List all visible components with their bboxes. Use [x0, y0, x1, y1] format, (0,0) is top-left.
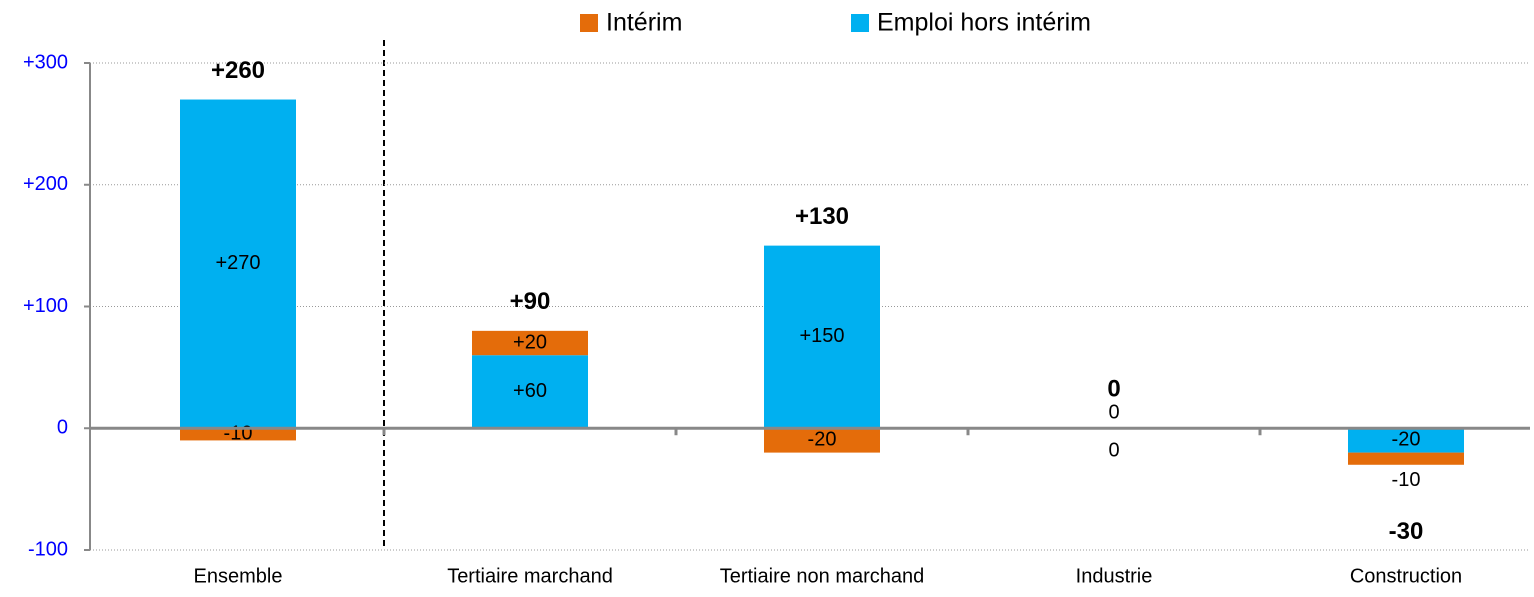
y-tick-label: +200 — [23, 173, 68, 195]
bar-segment — [472, 355, 588, 429]
value-label: 0 — [1108, 440, 1119, 462]
value-label: -20 — [808, 429, 837, 451]
total-label: +90 — [510, 288, 551, 315]
legend-label: Emploi hors intérim — [877, 9, 1091, 37]
x-tick-label: Industrie — [1076, 565, 1153, 587]
legend-label: Intérim — [606, 9, 682, 37]
x-tick-label: Tertiaire non marchand — [720, 565, 925, 587]
x-tick-label: Tertiaire marchand — [447, 565, 613, 587]
bar-segment — [180, 99, 296, 429]
bar-segment — [1348, 428, 1464, 453]
bar-segment — [764, 428, 880, 453]
value-label: +270 — [215, 252, 260, 274]
value-label: +150 — [799, 325, 844, 347]
value-label: -10 — [224, 423, 253, 445]
bar-segment — [472, 330, 588, 356]
x-tick-label: Construction — [1350, 565, 1462, 587]
legend-swatch — [580, 14, 598, 32]
value-label: -10 — [1392, 469, 1421, 491]
total-label: 0 — [1107, 376, 1120, 403]
value-label: -20 — [1392, 429, 1421, 451]
value-label: 0 — [1108, 402, 1119, 424]
bar-segment — [180, 428, 296, 441]
y-tick-label: -100 — [28, 538, 68, 560]
bar-segment — [1348, 452, 1464, 465]
total-label: +130 — [795, 203, 849, 230]
total-label: -30 — [1389, 518, 1424, 545]
value-label: +20 — [513, 331, 547, 353]
value-label: +60 — [513, 380, 547, 402]
bar-segment — [764, 245, 880, 429]
y-tick-label: +100 — [23, 295, 68, 317]
y-tick-label: +300 — [23, 51, 68, 73]
legend-swatch — [851, 14, 869, 32]
x-tick-label: Ensemble — [194, 565, 283, 587]
y-tick-label: 0 — [57, 417, 68, 439]
total-label: +260 — [211, 57, 265, 84]
